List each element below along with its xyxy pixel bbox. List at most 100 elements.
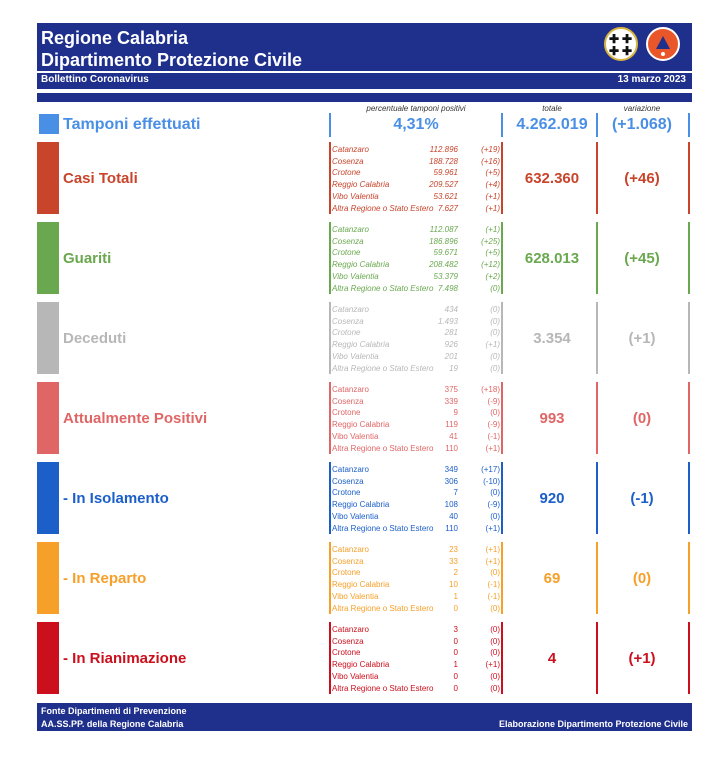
province-name: Altra Regione o Stato Estero — [332, 363, 434, 373]
province-delta: (+1) — [485, 556, 500, 566]
rianimazione-total: 4 — [547, 650, 557, 667]
attualmente-positivi-variation: (0) — [632, 410, 652, 427]
deceduti-total: 3.354 — [533, 330, 571, 347]
province-delta: (0) — [490, 636, 500, 646]
province-name: Altra Regione o Stato Estero — [332, 603, 434, 613]
province-delta: (-9) — [487, 500, 500, 510]
province-row: Catanzaro 112.087 (+1) — [331, 224, 501, 236]
province-value: 281 — [444, 328, 458, 338]
province-row: Altra Regione o Stato Estero 0 (0) — [331, 603, 501, 615]
province-name: Altra Regione o Stato Estero — [332, 283, 434, 293]
reparto-province-breakdown: Catanzaro 23 (+1) Cosenza 33 (+1) Crotone 2 (0) R… — [331, 542, 501, 614]
attualmente-positivi-province-breakdown: Catanzaro 375 (+18) Cosenza 339 (-9) Crotone 9 (… — [331, 382, 501, 454]
province-delta: (+25) — [481, 236, 500, 246]
province-value: 7 — [453, 488, 458, 498]
province-row: Altra Regione o Stato Estero 110 (+1) — [331, 443, 501, 455]
province-value: 306 — [444, 476, 458, 486]
tamponi-positivity-rate: 4,31% — [393, 116, 439, 133]
attualmente-positivi-color-marker — [37, 382, 59, 454]
province-delta: (-10) — [483, 476, 500, 486]
province-name: Crotone — [332, 248, 361, 258]
bulletin-subtitle: Bollettino Coronavirus — [41, 74, 149, 85]
province-name: Vibo Valentia — [332, 191, 379, 201]
province-value: 208.482 — [429, 260, 458, 270]
province-name: Vibo Valentia — [332, 351, 379, 361]
guariti-variation: (+45) — [624, 250, 660, 267]
cross-icon: ✚ — [609, 32, 620, 46]
province-row: Cosenza 188.728 (+16) — [331, 156, 501, 168]
province-delta: (0) — [490, 408, 500, 418]
province-value: 349 — [444, 465, 458, 474]
province-value: 2 — [453, 568, 458, 578]
province-value: 53.621 — [433, 191, 458, 201]
province-row: Catanzaro 3 (0) — [331, 624, 501, 636]
casi-totali-province-breakdown: Catanzaro 112.896 (+19) Cosenza 188.728 (+16)… — [331, 142, 501, 214]
province-value: 7.498 — [437, 283, 458, 293]
province-delta: (0) — [490, 671, 500, 681]
province-value: 186.896 — [429, 236, 458, 246]
department-title: Dipartimento Protezione Civile — [41, 50, 303, 70]
province-value: 375 — [444, 385, 458, 394]
province-delta: (0) — [490, 363, 500, 373]
deceduti-variation: (+1) — [628, 330, 656, 347]
isolamento-province-breakdown: Catanzaro 349 (+17) Cosenza 306 (-10) Crotone 7… — [331, 462, 501, 534]
reparto-color-marker — [37, 542, 59, 614]
province-row: Catanzaro 375 (+18) — [331, 384, 501, 396]
province-name: Crotone — [332, 408, 361, 418]
province-name: Vibo Valentia — [332, 591, 379, 601]
province-row: Cosenza 339 (-9) — [331, 396, 501, 408]
triangle-icon — [656, 36, 670, 49]
reparto-variation: (0) — [632, 570, 652, 587]
province-value: 112.896 — [429, 145, 458, 154]
guariti-total: 628.013 — [524, 250, 580, 267]
province-value: 0 — [453, 603, 458, 613]
province-row: Cosenza 186.896 (+25) — [331, 236, 501, 248]
province-name: Reggio Calabria — [332, 660, 390, 670]
deceduti-province-breakdown: Catanzaro 434 (0) Cosenza 1.493 (0) Crotone 281… — [331, 302, 501, 374]
province-delta: (0) — [490, 351, 500, 361]
province-delta: (0) — [490, 625, 500, 634]
province-name: Altra Regione o Stato Estero — [332, 683, 434, 693]
province-name: Vibo Valentia — [332, 431, 379, 441]
isolamento-variation: (-1) — [630, 490, 654, 507]
province-delta: (+17) — [481, 465, 500, 474]
rianimazione-label: - In Rianimazione — [63, 650, 187, 667]
province-name: Cosenza — [332, 396, 364, 406]
province-row: Vibo Valentia 201 (0) — [331, 351, 501, 363]
province-name: Crotone — [332, 328, 361, 338]
province-row: Crotone 0 (0) — [331, 647, 501, 659]
rianimazione-province-breakdown: Catanzaro 3 (0) Cosenza 0 (0) Crotone 0 (0) Reggi… — [331, 622, 501, 694]
province-value: 1.493 — [437, 316, 458, 326]
province-delta: (+18) — [481, 385, 500, 394]
province-name: Crotone — [332, 568, 361, 578]
province-value: 434 — [444, 305, 458, 314]
province-delta: (0) — [490, 683, 500, 693]
province-row: Reggio Calabria 926 (+1) — [331, 339, 501, 351]
province-delta: (0) — [490, 316, 500, 326]
province-delta: (+1) — [485, 660, 500, 670]
province-value: 112.087 — [429, 225, 458, 234]
casi-totali-color-marker — [37, 142, 59, 214]
province-row: Altra Regione o Stato Estero 7.627 (+1) — [331, 203, 501, 215]
province-name: Reggio Calabria — [332, 340, 390, 350]
province-delta: (+1) — [485, 523, 500, 533]
province-value: 0 — [453, 636, 458, 646]
province-delta: (0) — [490, 511, 500, 521]
province-row: Reggio Calabria 1 (+1) — [331, 659, 501, 671]
province-delta: (+1) — [485, 191, 500, 201]
province-value: 33 — [449, 556, 458, 566]
report-header: Regione Calabria Dipartimento Protezione… — [37, 23, 692, 89]
province-delta: (+1) — [485, 225, 500, 234]
province-row: Crotone 9 (0) — [331, 407, 501, 419]
province-delta: (+2) — [485, 271, 500, 281]
province-delta: (+19) — [481, 145, 500, 154]
province-row: Crotone 2 (0) — [331, 567, 501, 579]
province-row: Vibo Valentia 40 (0) — [331, 511, 501, 523]
province-row: Cosenza 306 (-10) — [331, 476, 501, 488]
province-value: 23 — [449, 545, 458, 554]
province-name: Cosenza — [332, 556, 364, 566]
province-name: Catanzaro — [332, 465, 369, 474]
province-row: Reggio Calabria 10 (-1) — [331, 579, 501, 591]
province-value: 926 — [444, 340, 458, 350]
guariti-label: Guariti — [63, 250, 112, 267]
